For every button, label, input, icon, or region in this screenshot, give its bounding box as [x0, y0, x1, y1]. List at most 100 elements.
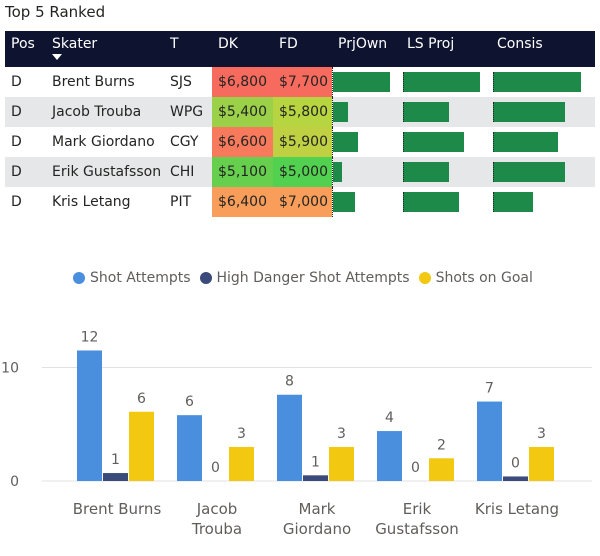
data-label: 6 [185, 394, 194, 410]
cell-consis-bar [491, 157, 595, 187]
bar-shot-attempts [277, 394, 302, 481]
data-label: 3 [337, 426, 346, 442]
consis-bar-fill [493, 192, 533, 212]
lsproj-bar-fill [403, 102, 449, 122]
col-header-skater[interactable]: Skater [46, 31, 164, 67]
col-header-consis[interactable]: Consis [491, 31, 595, 67]
cell-pos: D [5, 187, 46, 217]
lsproj-bar-fill [403, 162, 449, 182]
cell-consis-bar [491, 67, 595, 97]
cell-team: SJS [164, 67, 212, 97]
cell-dk-salary: $6,800 [212, 67, 273, 97]
category-label: Mark [299, 500, 336, 518]
table-row[interactable]: D Kris Letang PIT $6,400 $7,000 [5, 187, 595, 217]
cell-lsproj-bar [401, 127, 491, 157]
category-label: Jacob [196, 500, 238, 518]
legend-dot-icon [73, 272, 85, 284]
cell-lsproj-bar [401, 97, 491, 127]
data-label: 12 [81, 329, 99, 345]
cell-fd-salary: $5,800 [273, 97, 332, 127]
consis-bar-fill [493, 132, 559, 152]
cell-prjown-bar [331, 67, 401, 97]
cell-team: WPG [164, 97, 212, 127]
cell-dk-salary: $6,600 [212, 127, 273, 157]
cell-prjown-bar [331, 97, 401, 127]
sort-descending-icon [52, 54, 62, 60]
ranked-table: Pos Skater T DK FD PrjOwn LS Proj Consis… [5, 31, 595, 217]
legend-item[interactable]: Shots on Goal [418, 270, 533, 286]
col-header-fd[interactable]: FD [273, 31, 332, 67]
legend-item[interactable]: High Danger Shot Attempts [199, 270, 410, 286]
legend-item[interactable]: Shot Attempts [73, 270, 191, 286]
legend-dot-icon [199, 272, 212, 284]
data-label: 0 [211, 460, 220, 476]
table-header-row: Pos Skater T DK FD PrjOwn LS Proj Consis [5, 31, 595, 67]
data-label: 2 [437, 437, 446, 453]
cell-dk-salary: $5,100 [212, 157, 273, 187]
cell-prjown-bar [331, 157, 401, 187]
bar-shot-attempts [477, 401, 502, 481]
legend-label: Shots on Goal [435, 270, 533, 286]
visual-title: Top 5 Ranked [5, 3, 106, 21]
prjown-bar-fill [332, 192, 356, 212]
cell-pos: D [5, 67, 46, 97]
consis-bar-fill [493, 102, 566, 122]
bar-high-danger-shot-attempts [303, 475, 328, 481]
legend-label: Shot Attempts [90, 270, 191, 286]
data-label: 4 [385, 410, 394, 426]
bar-high-danger-shot-attempts [103, 473, 128, 481]
cell-lsproj-bar [401, 67, 491, 97]
cell-fd-salary: $7,000 [273, 187, 332, 217]
category-label: Brent Burns [73, 500, 162, 518]
bar-shot-attempts [377, 431, 402, 481]
cell-team: CGY [164, 127, 212, 157]
prjown-bar-fill [332, 162, 343, 182]
col-header-dk[interactable]: DK [212, 31, 273, 67]
cell-fd-salary: $7,700 [273, 67, 332, 97]
cell-prjown-bar [331, 187, 401, 217]
cell-pos: D [5, 157, 46, 187]
cell-skater: Kris Letang [46, 187, 164, 217]
data-label: 8 [285, 374, 294, 390]
bar-high-danger-shot-attempts [503, 476, 528, 481]
cell-pos: D [5, 97, 46, 127]
bar-shots-on-goal [129, 411, 154, 481]
category-label: Kris Letang [475, 500, 559, 518]
legend-dot-icon [418, 272, 431, 284]
data-label: 7 [485, 381, 494, 397]
cell-skater: Erik Gustafsson [46, 157, 164, 187]
col-header-team[interactable]: T [164, 31, 212, 67]
cell-fd-salary: $5,000 [273, 157, 332, 187]
table-row[interactable]: D Mark Giordano CGY $6,600 $5,900 [5, 127, 595, 157]
bar-shots-on-goal [229, 446, 254, 481]
category-label: Gustafsson [375, 520, 459, 538]
cell-dk-salary: $5,400 [212, 97, 273, 127]
consis-bar-fill [493, 72, 582, 92]
cell-lsproj-bar [401, 187, 491, 217]
data-label: 3 [537, 426, 546, 442]
y-tick-label: 10 [1, 361, 19, 377]
cell-dk-salary: $6,400 [212, 187, 273, 217]
cell-skater: Mark Giordano [46, 127, 164, 157]
cell-pos: D [5, 127, 46, 157]
col-header-pos[interactable]: Pos [5, 31, 46, 67]
cell-prjown-bar [331, 127, 401, 157]
cell-consis-bar [491, 187, 595, 217]
lsproj-bar-fill [403, 192, 459, 212]
table-row[interactable]: D Erik Gustafsson CHI $5,100 $5,000 [5, 157, 595, 187]
chart-legend: Shot Attempts High Danger Shot Attempts Sh… [73, 270, 542, 286]
col-header-lsproj[interactable]: LS Proj [401, 31, 491, 67]
col-header-prjown[interactable]: PrjOwn [332, 31, 401, 67]
table-row[interactable]: D Jacob Trouba WPG $5,400 $5,800 [5, 97, 595, 127]
y-tick-label: 0 [10, 474, 19, 490]
data-label: 1 [311, 454, 320, 470]
table-row[interactable]: D Brent Burns SJS $6,800 $7,700 [5, 67, 595, 97]
data-label: 6 [137, 391, 146, 407]
bar-shots-on-goal [329, 446, 354, 481]
data-label: 0 [411, 460, 420, 476]
cell-consis-bar [491, 127, 595, 157]
category-label: Erik [403, 500, 432, 518]
cell-skater: Jacob Trouba [46, 97, 164, 127]
bar-shot-attempts [177, 415, 202, 481]
cell-skater: Brent Burns [46, 67, 164, 97]
